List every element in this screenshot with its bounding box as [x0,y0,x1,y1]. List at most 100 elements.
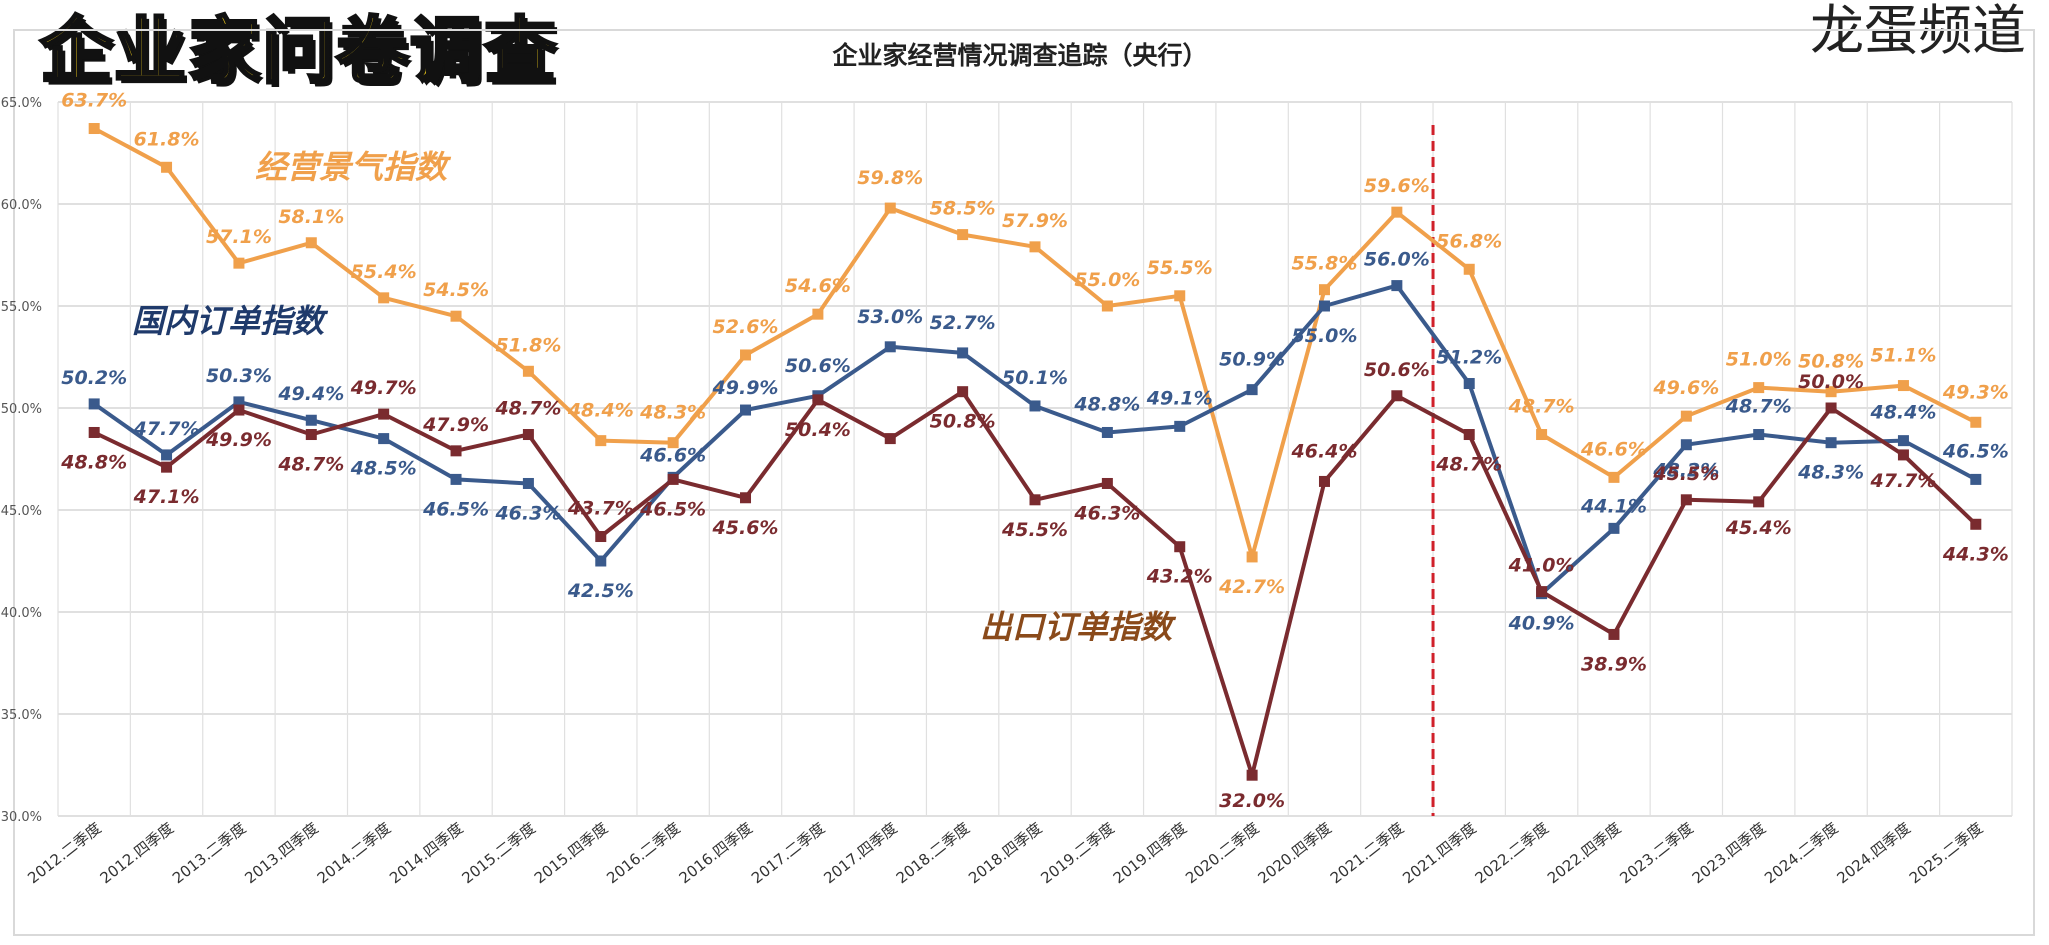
series-2-point [1174,420,1186,432]
series-1-data-label: 48.7% [1508,396,1575,418]
chart-title: 企业家经营情况调查追踪（央行） [832,41,1207,70]
series-1-data-label: 63.7% [61,90,127,112]
series-2-data-label: 48.7% [1725,396,1792,418]
series-2-data-label: 50.1% [1002,367,1068,389]
series-3-point [1825,402,1837,414]
series-annotation-1: 经营景气指数 [255,148,452,186]
series-3-point [667,473,679,485]
series-1-point [667,437,679,449]
series-2-point [1825,437,1837,449]
series-1-data-label: 51.1% [1870,345,1936,367]
series-1-data-label: 52.6% [713,316,779,338]
series-1-data-label: 55.5% [1147,257,1213,279]
x-tick-label: 2013.四季度 [241,819,321,887]
series-2-data-label: 46.6% [639,444,706,466]
series-2-point [595,555,607,567]
series-1-point [1174,290,1186,302]
series-2-point [378,433,390,445]
series-3-point [740,492,752,504]
x-tick-label: 2018.四季度 [965,819,1045,887]
series-annotation-2: 国内订单指数 [132,302,329,340]
series-2-point [1608,522,1620,534]
series-1-point [1825,386,1837,398]
series-1-data-label: 46.6% [1580,438,1647,460]
series-2-data-label: 47.7% [133,418,200,440]
series-3-data-label: 43.7% [567,498,634,520]
series-1-point [1970,416,1982,428]
series-3-data-label: 50.6% [1364,359,1430,381]
series-1-point [305,237,317,249]
series-2-data-label: 48.4% [1869,402,1936,424]
x-tick-label: 2022.二季度 [1472,819,1552,887]
x-tick-label: 2024.二季度 [1761,819,1841,887]
series-2-point [1753,429,1765,441]
series-2-point [450,473,462,485]
series-2-data-label: 50.2% [61,367,127,389]
series-1-data-label: 59.6% [1364,175,1430,197]
series-3-data-label: 50.0% [1798,371,1864,393]
series-2-data-label: 46.5% [422,498,489,520]
x-tick-label: 2015.二季度 [458,819,538,887]
series-2-data-label: 55.0% [1292,325,1358,347]
series-2-point [161,449,173,461]
series-3-data-label: 48.7% [494,398,561,420]
series-annotation-3: 出口订单指数 [980,608,1177,646]
series-1-point [1608,471,1620,483]
x-tick-label: 2015.四季度 [531,819,611,887]
series-1-point [595,435,607,447]
series-1-data-label: 58.1% [278,206,344,228]
series-3-data-label: 48.7% [277,454,344,476]
y-tick-label: 30.0% [1,810,42,825]
series-1-data-label: 57.1% [206,226,272,248]
series-2-point [1318,300,1330,312]
series-2-point [1029,400,1041,412]
x-tick-label: 2017.二季度 [748,819,828,887]
series-1-point [957,229,969,241]
series-3-point [1897,449,1909,461]
x-tick-label: 2016.二季度 [603,819,683,887]
series-2-point [305,414,317,426]
series-1-data-label: 48.3% [639,402,706,424]
series-1-point [161,161,173,173]
series-3-data-label: 44.3% [1942,543,2009,565]
series-3-data-label: 45.5% [1652,463,1719,485]
series-1-data-label: 56.8% [1436,230,1502,252]
series-3-data-label: 43.2% [1146,566,1213,588]
x-tick-label: 2023.二季度 [1616,819,1696,887]
series-3-point [1101,477,1113,489]
series-3-point [305,429,317,441]
series-3-point [233,404,245,416]
series-1-point [1391,206,1403,218]
series-3-point [522,429,534,441]
series-2-data-label: 42.5% [567,580,634,602]
series-3-point [1463,429,1475,441]
series-2-data-label: 46.3% [494,502,561,524]
series-1-data-label: 57.9% [1002,210,1068,232]
banner-title: 企业家问卷调查 [38,8,559,95]
series-3-point [161,461,173,473]
series-3-point [1318,475,1330,487]
series-3-data-label: 46.5% [639,498,706,520]
series-3-data-label: 47.9% [422,414,489,436]
x-tick-label: 2019.二季度 [1037,819,1117,887]
x-tick-label: 2018.二季度 [893,819,973,887]
y-tick-label: 45.0% [1,504,42,519]
series-2-data-label: 49.4% [277,383,344,405]
series-1-data-label: 61.8% [134,128,200,150]
y-tick-label: 35.0% [1,708,42,723]
series-1-data-label: 54.5% [423,279,489,301]
series-1-point [450,310,462,322]
x-tick-label: 2017.四季度 [820,819,900,887]
x-tick-label: 2024.四季度 [1834,819,1914,887]
x-tick-label: 2021.二季度 [1327,819,1407,887]
series-3-point [378,408,390,420]
series-3-point [88,426,100,438]
series-3-point [1970,518,1982,530]
series-2-data-label: 53.0% [857,306,923,328]
x-tick-label: 2014.二季度 [314,819,394,887]
series-markers [88,123,1982,781]
series-3-data-label: 50.4% [785,419,851,441]
series-1-point [1536,429,1548,441]
series-line-3 [93,389,1978,778]
